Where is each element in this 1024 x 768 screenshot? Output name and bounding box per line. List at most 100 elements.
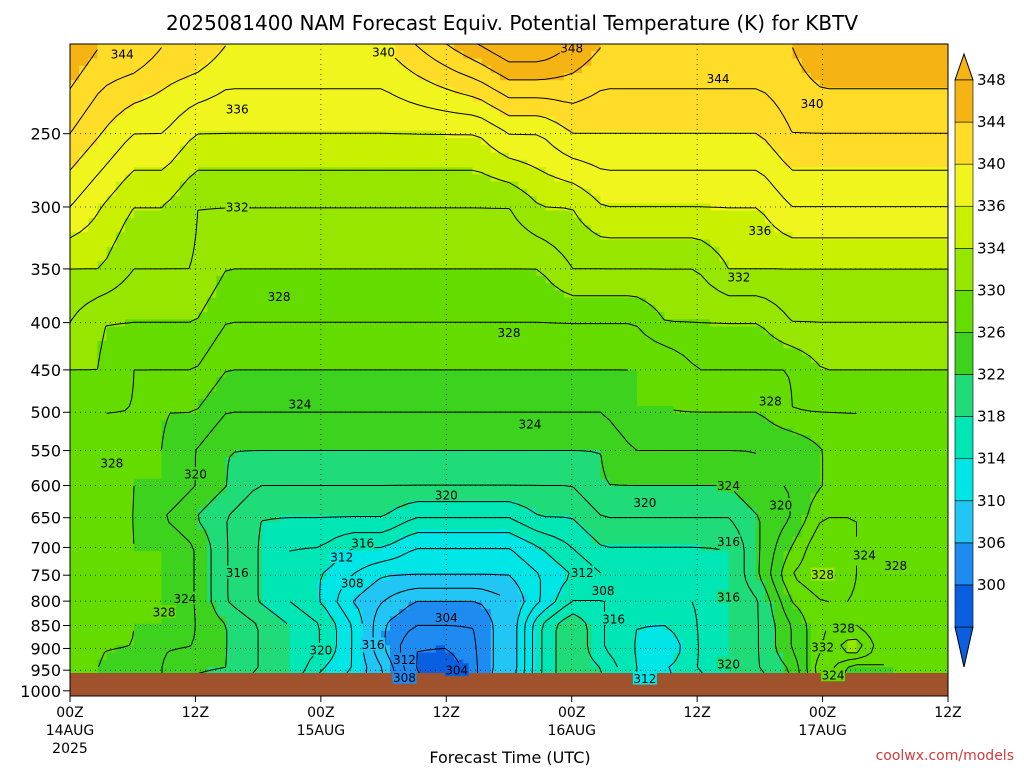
field-cell [920,312,931,320]
field-cell [838,370,848,378]
field-cell [783,326,794,335]
field-cell [207,130,217,139]
field-cell [755,80,766,89]
field-cell [152,304,163,313]
field-cell [326,246,336,255]
field-cell [179,391,190,400]
field-cell [170,87,181,96]
field-cell [316,145,327,154]
field-cell [243,326,254,335]
field-cell [637,72,647,81]
field-cell [637,58,647,67]
field-cell [819,58,830,67]
field-cell [847,80,858,89]
field-cell [929,210,940,219]
field-cell [527,196,538,204]
field-cell [527,87,538,96]
field-cell [417,138,428,147]
field-cell [646,44,656,52]
field-cell [929,152,940,161]
field-cell [79,72,89,81]
field-cell [134,87,144,96]
field-cell [106,130,117,139]
field-cell [344,65,355,74]
field-cell [216,181,227,190]
field-cell [554,123,565,132]
field-cell [70,217,80,226]
field-cell [280,80,291,89]
field-cell [609,268,620,277]
field-cell [701,145,711,154]
field-cell [883,80,894,89]
field-cell [646,87,656,96]
field-cell [637,181,647,190]
field-cell [490,290,501,299]
field-cell [600,181,611,190]
field-cell [316,246,327,255]
field-cell [463,152,474,161]
field-cell [582,275,592,284]
field-cell [563,94,574,103]
field-cell [371,80,382,89]
field-cell [307,167,318,175]
field-cell [271,355,281,364]
field-cell [280,138,291,147]
field-cell [810,261,821,270]
field-cell [225,232,236,241]
field-cell [573,246,583,255]
field-cell [179,348,190,357]
field-cell [344,326,355,335]
field-cell [801,391,812,400]
field-cell [911,232,922,241]
field-cell [582,348,592,357]
field-cell [316,72,327,81]
field-cell [88,370,99,378]
field-cell [655,406,666,415]
field-cell [929,290,940,299]
field-cell [509,254,519,262]
field-cell [691,398,702,407]
field-cell [902,283,913,291]
field-cell [682,174,693,183]
field-cell [472,72,483,81]
field-cell [865,101,876,110]
field-cell [847,188,858,197]
field-cell [810,174,821,183]
field-cell [335,319,345,328]
field-cell [152,87,163,96]
field-cell [728,87,739,96]
field-cell [134,217,144,226]
field-cell [911,326,922,335]
field-cell [143,297,153,306]
field-cell [646,384,656,393]
field-cell [326,130,336,139]
field-cell [179,80,190,89]
field-cell [335,348,345,357]
field-cell [710,268,720,277]
field-cell [444,377,455,386]
field-cell [819,181,830,190]
field-cell [856,391,867,400]
field-cell [280,65,291,74]
field-cell [444,304,455,313]
field-cell [170,413,181,422]
field-cell [463,72,474,81]
field-cell [719,370,730,378]
field-cell [390,384,400,393]
field-cell [682,145,693,154]
field-cell [179,167,190,175]
field-cell [673,65,684,74]
field-cell [216,341,227,349]
field-cell [710,304,720,313]
field-cell [847,326,858,335]
field-cell [573,123,583,132]
field-cell [673,80,684,89]
field-cell [454,44,464,52]
field-cell [911,181,922,190]
field-cell [746,109,757,118]
field-cell [938,341,948,349]
field-cell [252,101,263,110]
field-cell [637,326,647,335]
field-cell [225,130,236,139]
field-cell [673,362,684,371]
